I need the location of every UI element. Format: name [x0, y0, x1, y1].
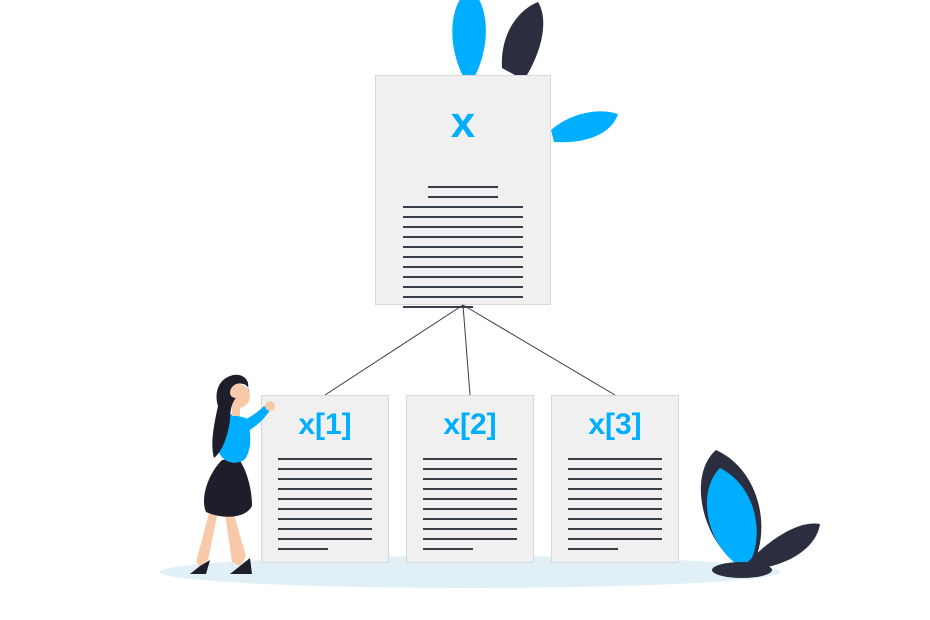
- child-node: x[3]: [551, 395, 679, 563]
- diagram-stage: x x[1] x[2] x[3]: [0, 0, 930, 620]
- child-node: x[1]: [261, 395, 389, 563]
- root-node: x: [375, 75, 551, 305]
- child-node-label: x[3]: [552, 396, 678, 442]
- child-node-text-lines: [568, 458, 662, 558]
- root-node-text-lines: [403, 186, 523, 316]
- root-node-label: x: [376, 76, 550, 148]
- child-node-label: x[2]: [407, 396, 533, 442]
- child-node: x[2]: [406, 395, 534, 563]
- child-node-label: x[1]: [262, 396, 388, 442]
- child-node-text-lines: [278, 458, 372, 558]
- child-node-text-lines: [423, 458, 517, 558]
